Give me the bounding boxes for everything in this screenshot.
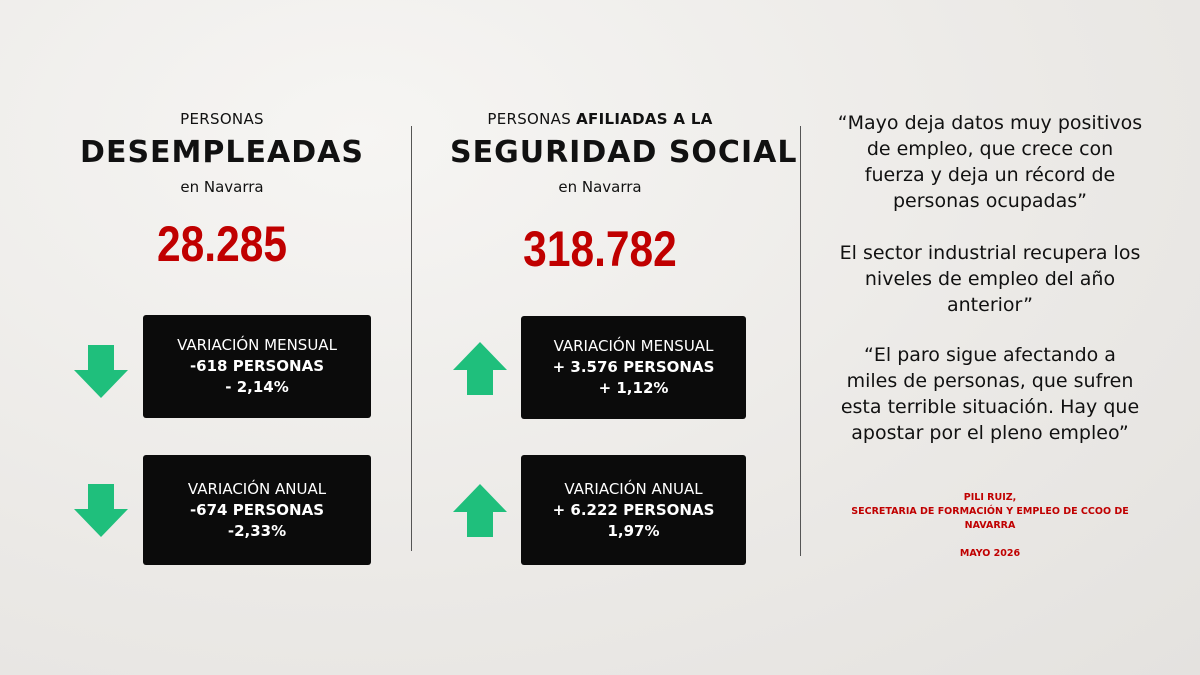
- figure: 28.285: [157, 216, 287, 272]
- heading-main: SEGURIDAD SOCIAL: [450, 135, 798, 170]
- heading-top: PERSONAS: [180, 110, 264, 128]
- variation-box: VARIACIÓN MENSUAL + 3.576 PERSONAS + 1,12%: [521, 316, 746, 419]
- quote: “El paro sigue afectando a miles de perso…: [800, 342, 1180, 446]
- quote-line: de empleo, que crece con: [866, 138, 1114, 160]
- variation-box: VARIACIÓN MENSUAL -618 PERSONAS - 2,14%: [143, 315, 371, 418]
- quote: “Mayo deja datos muy positivos de empleo,…: [800, 110, 1180, 214]
- heading-top: PERSONAS AFILIADAS A LA: [450, 110, 750, 128]
- variation-value: - 2,14%: [225, 378, 289, 396]
- quote-line: “Mayo deja datos muy positivos: [837, 112, 1143, 134]
- quote-line: El sector industrial recupera los: [839, 242, 1141, 264]
- attribution-line: SECRETARIA DE FORMACIÓN Y EMPLEO DE CCOO…: [851, 506, 1129, 517]
- variation-value: -674 PERSONAS: [189, 500, 325, 519]
- quote-line: apostar por el pleno empleo”: [851, 422, 1129, 444]
- variation-label: VARIACIÓN ANUAL: [564, 479, 703, 498]
- quote: El sector industrial recupera los niveles…: [800, 240, 1180, 318]
- variation-value: + 1,12%: [598, 379, 669, 397]
- attribution-line: NAVARRA: [964, 520, 1016, 531]
- quote-line: “El paro sigue afectando a: [864, 344, 1116, 366]
- quote-line: niveles de empleo del año: [864, 268, 1116, 290]
- date: MAYO 2026: [959, 548, 1021, 559]
- quote-line: personas ocupadas”: [893, 190, 1087, 212]
- quote-line: fuerza y deja un récord de: [864, 164, 1116, 186]
- heading-top-bold: AFILIADAS A LA: [576, 110, 713, 128]
- arrow-down: [74, 345, 128, 398]
- attribution-line: PILI RUIZ,: [963, 492, 1017, 503]
- divider: [411, 126, 412, 551]
- variation-value: -2,33%: [227, 521, 287, 540]
- variation-label: VARIACIÓN MENSUAL: [177, 336, 337, 354]
- variation-value: -618 PERSONAS: [189, 357, 325, 375]
- divider: [800, 126, 801, 556]
- variation-value: + 6.222 PERSONAS: [552, 500, 715, 519]
- variation-box: VARIACIÓN ANUAL + 6.222 PERSONAS 1,97%: [521, 455, 746, 565]
- attribution: PILI RUIZ, SECRETARIA DE FORMACIÓN Y EMP…: [800, 491, 1180, 561]
- variation-label: VARIACIÓN ANUAL: [187, 479, 327, 498]
- variation-value: + 3.576 PERSONAS: [552, 358, 715, 376]
- figure: 318.782: [523, 221, 677, 277]
- heading-main: DESEMPLEADAS: [80, 135, 364, 170]
- quote-line: esta terrible situación. Hay que: [840, 396, 1140, 418]
- place: en Navarra: [558, 178, 642, 196]
- arrow-up: [453, 484, 507, 537]
- place: en Navarra: [180, 178, 264, 196]
- arrow-up: [453, 342, 507, 395]
- quote-line: anterior”: [947, 294, 1033, 316]
- variation-label: VARIACIÓN MENSUAL: [553, 337, 714, 355]
- heading-top-plain: PERSONAS: [487, 110, 572, 128]
- quote-line: miles de personas, que sufren: [846, 370, 1134, 392]
- variation-value: 1,97%: [607, 521, 660, 540]
- arrow-down: [74, 484, 128, 537]
- variation-box: VARIACIÓN ANUAL -674 PERSONAS -2,33%: [143, 455, 371, 565]
